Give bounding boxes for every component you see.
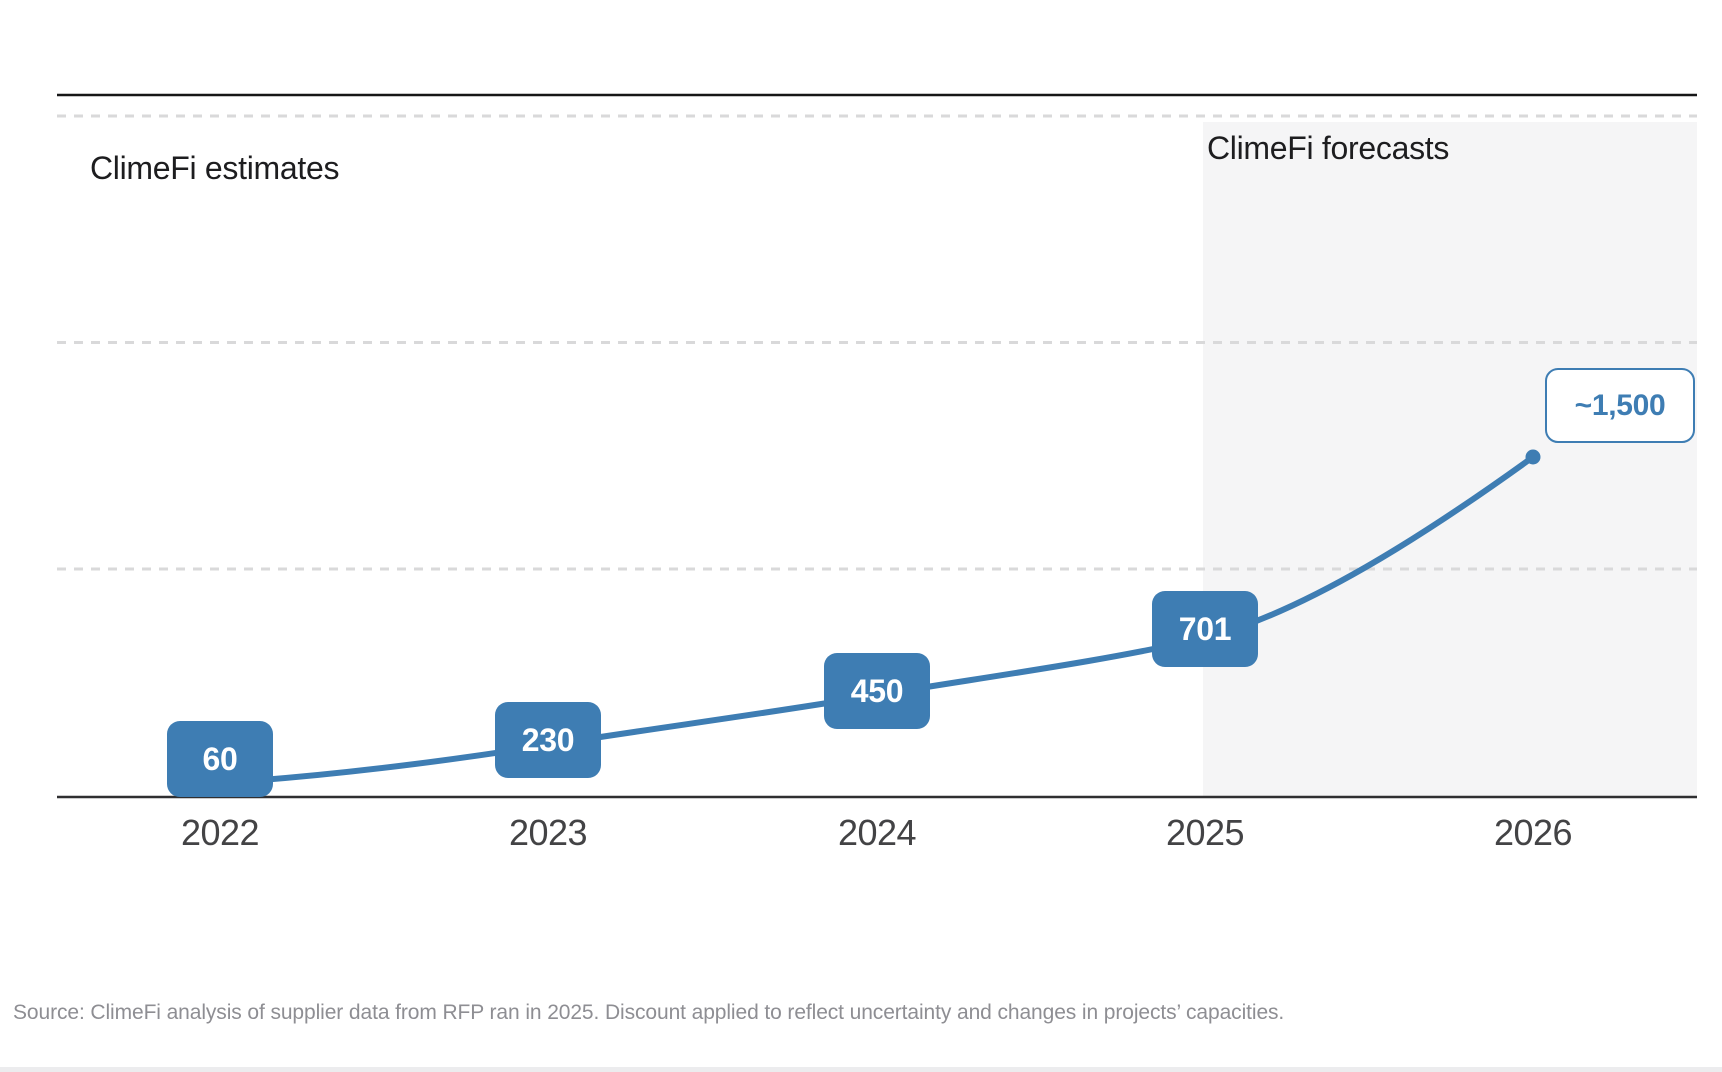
data-label-2023: 230 (495, 702, 601, 778)
forecast-region (1203, 122, 1697, 797)
estimates-section-label: ClimeFi estimates (90, 150, 340, 186)
source-footnote: Source: ClimeFi analysis of supplier dat… (13, 1001, 1285, 1024)
data-label-2026-forecast: ~1,500 (1545, 368, 1695, 443)
x-tick-2022: 2022 (180, 812, 260, 853)
x-tick-2025: 2025 (1165, 812, 1245, 853)
data-label-2024: 450 (824, 653, 930, 729)
x-tick-2024: 2024 (837, 812, 917, 853)
data-label-2022: 60 (167, 721, 273, 797)
forecasts-section-label: ClimeFi forecasts (1207, 130, 1450, 166)
x-tick-2023: 2023 (508, 812, 588, 853)
x-tick-2026: 2026 (1493, 812, 1573, 853)
endpoint-dot (1525, 449, 1541, 465)
data-label-2025: 701 (1152, 591, 1258, 667)
bottom-window-edge (0, 1067, 1722, 1072)
